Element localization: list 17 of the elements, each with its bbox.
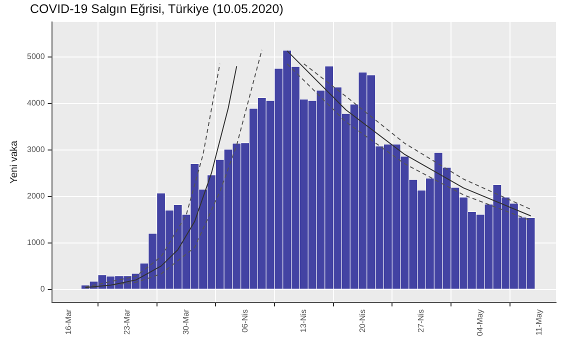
chart-title: COVID-19 Salgın Eğrisi, Türkiye (10.05.2020) [30,2,284,16]
x-tick-label: 27-Nis [416,309,426,332]
x-tick-label: 06-Nis [240,309,250,332]
x-tick-label: 13-Nis [299,309,308,332]
x-tick-label: 11-May [534,309,544,336]
y-tick-label: 4000 [27,98,46,108]
x-tick-label: 20-Nis [358,309,367,332]
x-tick-label: 30-Mar [181,308,190,335]
x-tick-label: 23-Mar [122,308,132,335]
x-tick-label: 04-May [476,309,485,336]
y-tick-label: 1000 [27,238,46,248]
x-tick-label: 16-Mar [64,308,73,335]
y-tick-label: 5000 [27,52,46,62]
y-axis-title: Yeni vaka [8,140,20,184]
y-tick-label: 3000 [27,145,46,154]
y-tick-label: 0 [40,284,46,294]
y-tick-label: 2000 [27,192,46,201]
